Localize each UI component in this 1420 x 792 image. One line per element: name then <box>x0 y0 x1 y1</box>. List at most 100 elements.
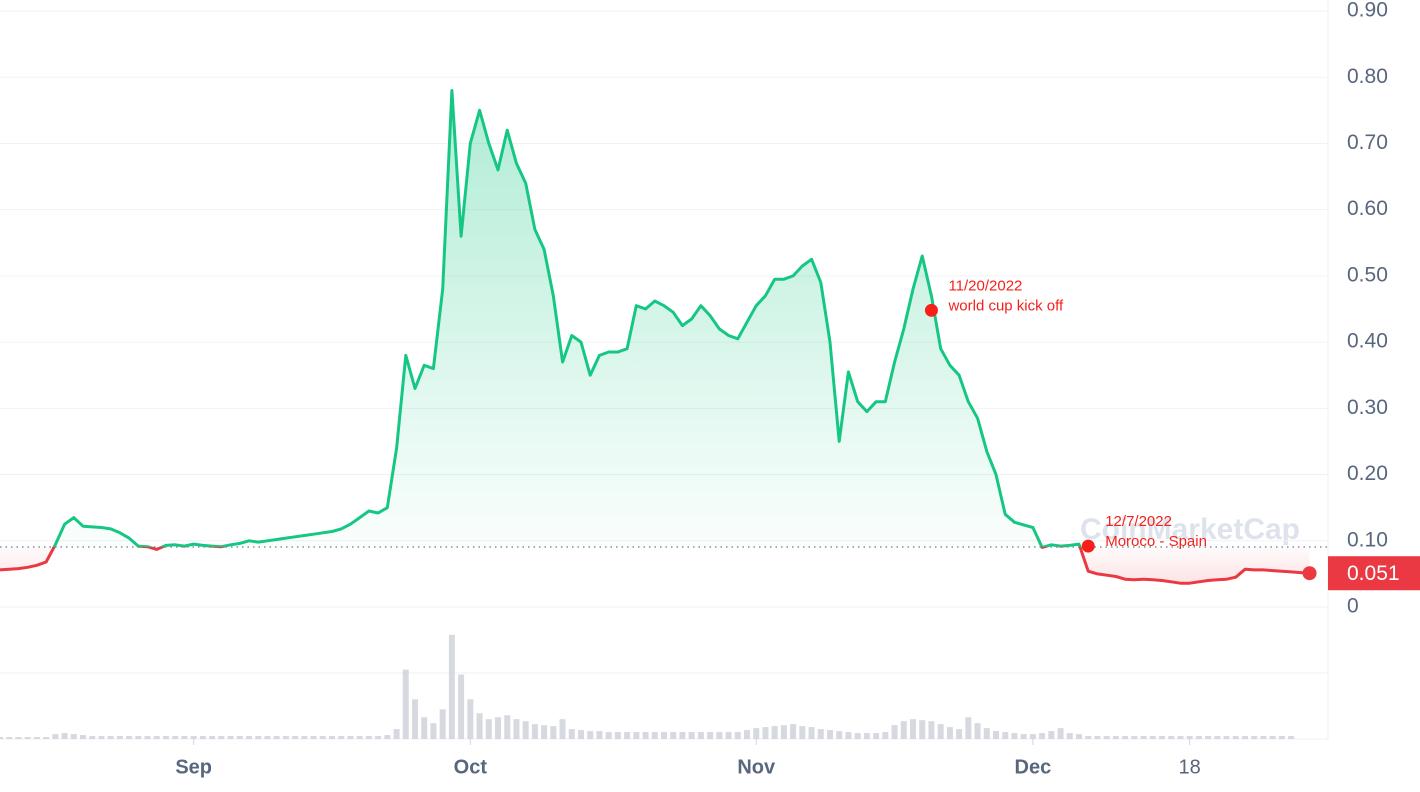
volume-bar <box>513 719 520 739</box>
volume-bar <box>236 736 243 739</box>
volume-bar <box>753 728 760 739</box>
annotation-text: Moroco - Spain <box>1105 533 1207 550</box>
volume-bar <box>1149 736 1156 739</box>
annotation-date: 12/7/2022 <box>1105 513 1172 530</box>
volume-bar <box>338 736 345 739</box>
volume-bar <box>402 669 409 739</box>
volume-bar <box>734 732 741 739</box>
volume-bar <box>559 719 566 739</box>
volume-bar <box>1278 736 1285 739</box>
volume-bar <box>808 727 815 739</box>
volume-bar <box>891 725 898 739</box>
annotation-dot <box>1081 539 1095 553</box>
volume-bar <box>1288 736 1295 739</box>
y-tick-label: 0.70 <box>1347 131 1388 154</box>
volume-bar <box>172 736 179 739</box>
volume-bar <box>946 727 953 739</box>
y-tick-label: 0.50 <box>1347 263 1388 286</box>
volume-bar <box>1066 733 1073 739</box>
volume-bar <box>356 736 363 739</box>
volume-bar <box>485 719 492 739</box>
volume-bar <box>1131 736 1138 739</box>
volume-bar <box>790 724 797 739</box>
volume-bar <box>116 736 123 739</box>
volume-bar <box>568 729 575 739</box>
volume-bar <box>1048 731 1055 739</box>
volume-bar <box>522 721 529 739</box>
volume-bar <box>430 723 437 739</box>
volume-bar <box>771 726 778 739</box>
volume-bar <box>827 730 833 739</box>
volume-bar <box>24 737 31 739</box>
y-tick-label: 0 <box>1347 595 1359 618</box>
volume-bar <box>199 736 206 739</box>
volume-bar <box>1159 736 1165 739</box>
volume-bar <box>1205 736 1212 739</box>
volume-bar <box>716 732 723 739</box>
volume-bar <box>255 736 262 739</box>
volume-bar <box>421 717 428 739</box>
volume-bar <box>33 737 40 739</box>
volume-bar <box>0 737 3 739</box>
volume-bar <box>107 736 114 739</box>
volume-bar <box>292 736 299 739</box>
volume-bar <box>393 729 400 739</box>
volume-bar <box>1122 736 1129 739</box>
volume-bar <box>227 736 234 739</box>
volume-bar <box>181 736 188 739</box>
volume-bar <box>1223 736 1230 739</box>
volume-bar <box>1094 736 1101 739</box>
volume-bar <box>587 731 594 739</box>
volume-bar <box>1011 733 1018 739</box>
volume-bar <box>476 713 483 739</box>
price-line <box>0 89 1310 585</box>
volume-bar <box>1103 736 1110 739</box>
volume-bar <box>273 736 280 739</box>
y-tick-label: 0.80 <box>1347 65 1388 88</box>
volume-bar <box>541 725 548 739</box>
annotation-date: 11/20/2022 <box>948 277 1022 294</box>
volume-bar <box>43 737 50 739</box>
volume-bar <box>264 736 271 739</box>
volume-bar <box>1260 736 1267 739</box>
volume-bar <box>1232 736 1239 739</box>
volume-bar <box>956 729 963 739</box>
volume-bar <box>670 732 677 739</box>
volume-bar <box>384 735 391 739</box>
volume-bar <box>1039 733 1046 739</box>
volume-bar <box>697 732 704 739</box>
volume-bar <box>725 732 732 739</box>
volume-bar <box>439 709 446 739</box>
volume-bar <box>282 736 289 739</box>
x-tick-label: Oct <box>454 756 488 778</box>
volume-bar <box>624 732 631 739</box>
x-tick-label: Dec <box>1015 756 1052 778</box>
volume-bar <box>1269 736 1276 739</box>
volume-bar <box>817 729 824 739</box>
volume-bar <box>550 726 557 739</box>
volume-bar <box>1057 728 1064 739</box>
volume-bar <box>679 732 686 739</box>
volume-bar <box>845 732 852 739</box>
volume-bar <box>900 721 907 739</box>
volume-bar <box>1112 736 1119 739</box>
volume-bar <box>144 736 151 739</box>
volume-bar <box>974 723 981 739</box>
annotation-text: world cup kick off <box>947 297 1064 314</box>
volume-bar <box>98 736 105 739</box>
volume-bar <box>762 727 769 739</box>
volume-bar <box>873 733 880 739</box>
volume-bar <box>1029 734 1036 739</box>
volume-bar <box>6 737 13 739</box>
volume-bar <box>89 736 96 739</box>
volume-bar <box>246 736 252 739</box>
volume-bar <box>1251 736 1258 739</box>
volume-bar <box>375 736 382 739</box>
volume-bar <box>310 736 317 739</box>
volume-bar <box>135 736 142 739</box>
volume-bar <box>531 724 538 739</box>
volume-bar <box>504 715 511 739</box>
volume-bar <box>642 732 649 739</box>
volume-bar <box>707 732 714 739</box>
volume-bar <box>1195 736 1202 739</box>
